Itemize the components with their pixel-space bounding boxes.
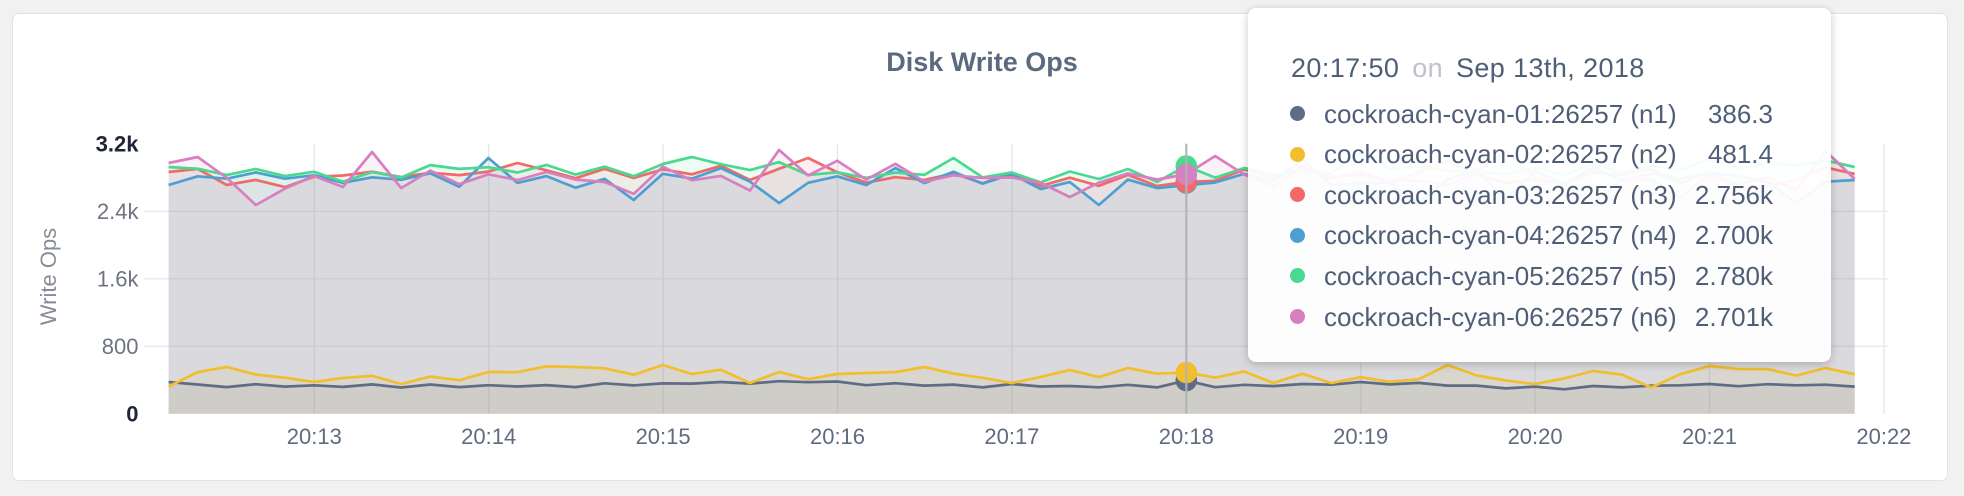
svg-text:20:22: 20:22 xyxy=(1856,424,1911,449)
svg-text:20:18: 20:18 xyxy=(1159,424,1214,449)
svg-text:20:20: 20:20 xyxy=(1508,424,1563,449)
svg-text:20:14: 20:14 xyxy=(461,424,516,449)
svg-text:Write Ops: Write Ops xyxy=(36,228,61,325)
svg-text:20:19: 20:19 xyxy=(1333,424,1388,449)
svg-text:Disk Write Ops: Disk Write Ops xyxy=(886,47,1078,77)
svg-text:20:16: 20:16 xyxy=(810,424,865,449)
svg-text:20:13: 20:13 xyxy=(287,424,342,449)
svg-text:2.4k: 2.4k xyxy=(97,199,140,224)
svg-text:800: 800 xyxy=(102,334,139,359)
svg-text:20:21: 20:21 xyxy=(1682,424,1737,449)
svg-text:3.2k: 3.2k xyxy=(96,132,140,157)
svg-text:20:15: 20:15 xyxy=(636,424,691,449)
svg-text:20:17: 20:17 xyxy=(984,424,1039,449)
svg-text:1.6k: 1.6k xyxy=(97,267,140,292)
svg-text:0: 0 xyxy=(126,402,138,427)
